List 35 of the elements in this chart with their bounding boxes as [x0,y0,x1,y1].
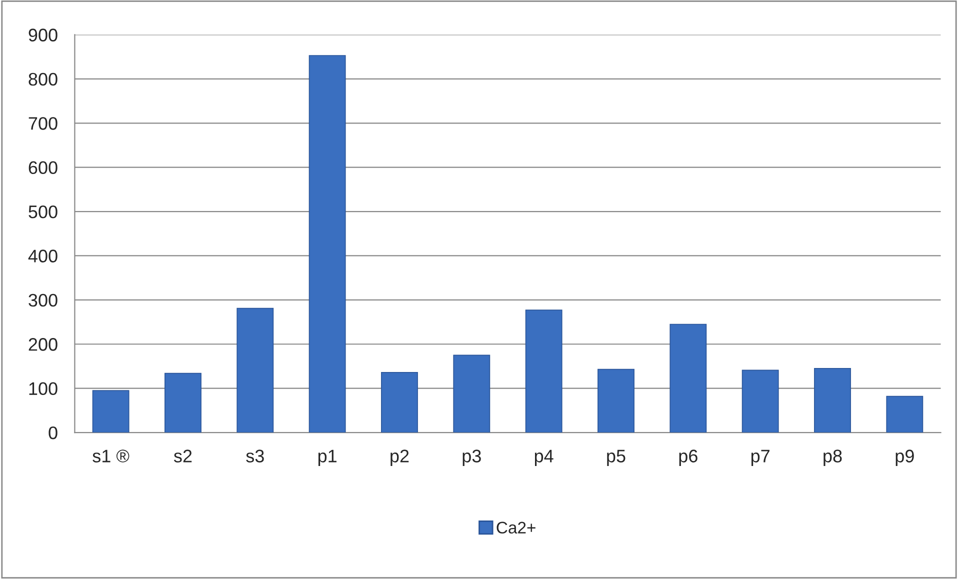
y-tick-label: 500 [28,205,58,218]
y-tick-label: 700 [28,117,58,130]
x-tick-label: p2 [390,450,409,466]
bar [381,372,418,433]
legend-label: Ca2+ [496,522,536,534]
bar [670,324,707,433]
y-tick-label: 100 [29,382,58,396]
x-tick-label: s2 [174,450,192,462]
y-tick-label: 300 [28,294,58,307]
bar [598,368,634,433]
bar [525,310,562,433]
bar [236,308,274,433]
x-tick-label: p7 [751,450,770,466]
y-tick-label: 800 [28,72,58,86]
y-tick-label: 600 [28,161,58,174]
y-tick-label: 900 [28,28,58,42]
bar [164,372,202,433]
x-tick-label: p4 [534,450,554,466]
y-tick-label: 200 [28,338,58,351]
y-tick-label: 0 [48,426,58,440]
x-tick-label: s1 ® [92,450,130,462]
x-tick-label: p8 [824,450,842,466]
bar [814,368,851,433]
bar [886,396,924,433]
bar [92,390,130,433]
bar [308,55,346,433]
x-tick-label: p5 [607,450,626,466]
x-tick-label: p6 [679,450,698,466]
bar [453,354,490,433]
x-tick-label: p9 [896,450,914,466]
bar [742,370,779,433]
y-tick-label: 400 [28,250,58,262]
x-tick-label: p1 [318,450,336,466]
x-tick-label: p3 [462,450,481,466]
x-tick-label: s3 [246,450,264,462]
